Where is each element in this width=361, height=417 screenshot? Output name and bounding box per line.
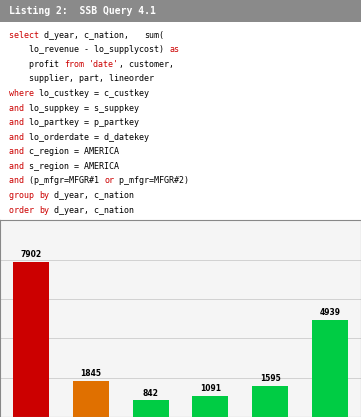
Text: 7902: 7902: [21, 250, 42, 259]
Bar: [0, 0, 361, 22]
Text: Listing 2:  SSB Query 4.1: Listing 2: SSB Query 4.1: [9, 6, 156, 16]
Text: by: by: [39, 191, 49, 200]
Text: profit: profit: [9, 60, 64, 69]
Bar: [252, 386, 288, 417]
Bar: [73, 381, 109, 417]
Text: 842: 842: [143, 389, 158, 398]
Text: s_region = AMERICA: s_region = AMERICA: [29, 162, 119, 171]
Text: and: and: [9, 162, 29, 171]
Text: 'date': 'date': [89, 60, 119, 69]
Text: lo_orderdate = d_datekey: lo_orderdate = d_datekey: [29, 133, 149, 142]
Text: select: select: [9, 31, 44, 40]
Bar: [13, 261, 49, 417]
Bar: [133, 400, 169, 417]
Text: supplier, part, lineorder: supplier, part, lineorder: [9, 74, 154, 83]
Text: , customer,: , customer,: [119, 60, 174, 69]
Text: or: or: [104, 176, 114, 186]
Text: from: from: [64, 60, 84, 69]
Text: sum(: sum(: [144, 31, 164, 40]
Text: lo_custkey = c_custkey: lo_custkey = c_custkey: [39, 89, 149, 98]
Text: order: order: [9, 206, 39, 215]
Text: lo_revenue - lo_supplycost): lo_revenue - lo_supplycost): [9, 45, 169, 54]
Text: 4939: 4939: [319, 309, 340, 317]
Text: and: and: [9, 103, 29, 113]
Text: and: and: [9, 118, 29, 127]
Text: and: and: [9, 133, 29, 142]
Text: and: and: [9, 176, 29, 186]
Text: 1845: 1845: [81, 369, 101, 378]
Text: d_year, c_nation,: d_year, c_nation,: [44, 31, 144, 40]
Text: group: group: [9, 191, 39, 200]
Text: (p_mfgr=MFGR#1: (p_mfgr=MFGR#1: [29, 176, 104, 186]
Text: as: as: [169, 45, 179, 54]
Text: and: and: [9, 147, 29, 156]
Bar: [312, 320, 348, 417]
Text: lo_suppkey = s_suppkey: lo_suppkey = s_suppkey: [29, 103, 139, 113]
Text: 1595: 1595: [260, 374, 280, 383]
Text: where: where: [9, 89, 39, 98]
Text: by: by: [39, 206, 49, 215]
Text: d_year, c_nation: d_year, c_nation: [49, 191, 134, 200]
Bar: [192, 396, 228, 417]
Text: c_region = AMERICA: c_region = AMERICA: [29, 147, 119, 156]
Text: lo_partkey = p_partkey: lo_partkey = p_partkey: [29, 118, 139, 127]
Text: d_year, c_nation: d_year, c_nation: [49, 206, 134, 215]
Text: 1091: 1091: [200, 384, 221, 393]
Text: p_mfgr=MFGR#2): p_mfgr=MFGR#2): [114, 176, 189, 186]
